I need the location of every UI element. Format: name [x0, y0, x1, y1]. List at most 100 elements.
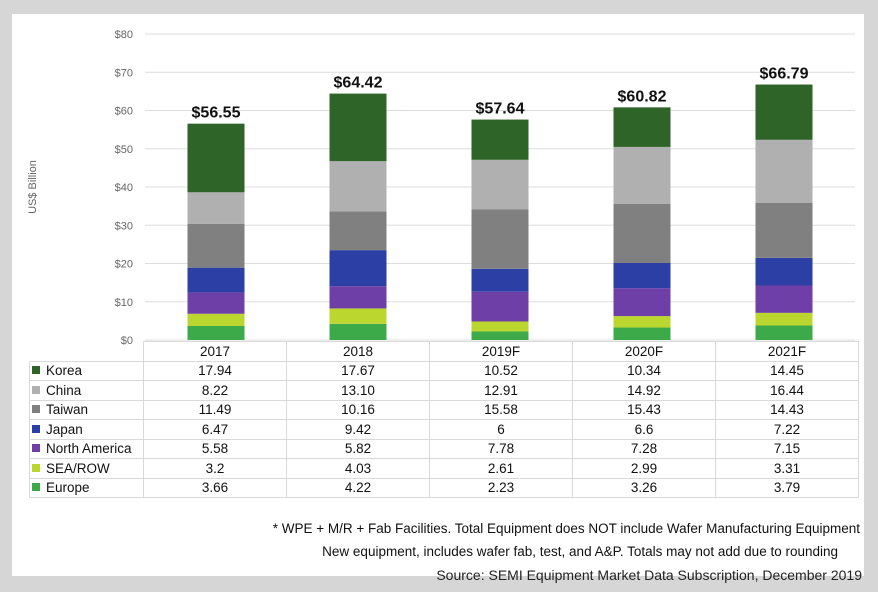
table-cell: 10.16 [286, 399, 430, 420]
bar-segment [187, 223, 245, 268]
table-cell: 16.44 [715, 380, 859, 401]
bar-segment [613, 263, 671, 289]
legend-swatch [32, 444, 40, 453]
y-tick-label: $60 [115, 106, 133, 118]
bar-segment [187, 313, 245, 327]
labels: $56.55 $64.42 $57.64 $60.82 $66.79 [192, 66, 809, 122]
table-category-header: 2019F [429, 341, 573, 362]
table-category-header: 2021F [715, 341, 859, 362]
bar-segment [755, 285, 813, 313]
table-cell: 7.22 [715, 419, 859, 440]
bar-segment [471, 159, 529, 210]
table-cell: 3.26 [572, 477, 716, 498]
y-tick-label: $20 [115, 259, 133, 271]
legend-label: China [46, 382, 82, 398]
bar-total-label: $64.42 [334, 75, 383, 92]
table-cell: 17.94 [143, 360, 287, 381]
bar-segment [613, 327, 671, 340]
table-cell: 12.91 [429, 380, 573, 401]
bar-segment [329, 161, 387, 212]
table-cell: 13.10 [286, 380, 430, 401]
table-cell: 6.47 [143, 419, 287, 440]
table-row: Europe 3.66 4.22 2.23 3.26 3.79 [29, 477, 859, 498]
table-cell: 4.22 [286, 477, 430, 498]
bar-segment [471, 321, 529, 332]
bar-segment [613, 288, 671, 317]
legend-swatch [32, 463, 40, 472]
bar-segment [471, 209, 529, 269]
legend-label: Korea [46, 363, 83, 379]
bar-segment [329, 250, 387, 287]
bar-segment [471, 291, 529, 322]
legend-label: SEA/ROW [46, 460, 110, 476]
table-cell: 7.15 [715, 438, 859, 459]
table-cell: 4.03 [286, 458, 430, 479]
bars [187, 84, 813, 340]
bar-segment [187, 192, 245, 224]
table-category-header: 2020F [572, 341, 716, 362]
bar-segment [187, 326, 245, 340]
table-cell: 14.92 [572, 380, 716, 401]
table-header-row: 2017 2018 2019F 2020F 2021F [29, 341, 859, 362]
table-cell: 10.34 [572, 360, 716, 381]
bar-segment [471, 268, 529, 292]
legend-label: Europe [46, 480, 90, 496]
bar-segment [329, 286, 387, 309]
table-row: North America 5.58 5.82 7.78 7.28 7.15 [29, 438, 859, 459]
bar-segment [755, 139, 813, 203]
y-tick-label: $50 [115, 144, 133, 156]
bar-segment [329, 323, 387, 340]
bar-segment [187, 123, 245, 193]
table-cell: 5.58 [143, 438, 287, 459]
legend-swatch [32, 424, 40, 433]
table-cell: 6 [429, 419, 573, 440]
table-cell: 7.28 [572, 438, 716, 459]
bar-segment [471, 119, 529, 160]
legend-label: Taiwan [46, 402, 89, 418]
table-category-header: 2018 [286, 341, 430, 362]
table-row: Japan 6.47 9.42 6 6.6 7.22 [29, 419, 859, 440]
table-cell: 15.43 [572, 399, 716, 420]
table-cell: 2.99 [572, 458, 716, 479]
bar-total-label: $60.82 [618, 88, 667, 105]
table-corner [29, 341, 144, 361]
bar-segment [329, 93, 387, 162]
bar-segment [329, 211, 387, 251]
bar-segment [471, 331, 529, 340]
table-cell: 17.67 [286, 360, 430, 381]
table-cell: 2.61 [429, 458, 573, 479]
table-cell: 8.22 [143, 380, 287, 401]
bar-segment [755, 257, 813, 286]
bar-segment [613, 146, 671, 204]
table-cell: 3.2 [143, 458, 287, 479]
table-row: Taiwan 11.49 10.16 15.58 15.43 14.43 [29, 399, 859, 420]
table-row: SEA/ROW 3.2 4.03 2.61 2.99 3.31 [29, 458, 859, 479]
source-note: Source: SEMI Equipment Market Data Subsc… [436, 567, 862, 583]
table-row: China 8.22 13.10 12.91 14.92 16.44 [29, 380, 859, 401]
bar-segment [187, 292, 245, 314]
table-cell: 5.82 [286, 438, 430, 459]
y-tick-label: $30 [115, 220, 133, 232]
table-cell: 15.58 [429, 399, 573, 420]
table-cell: 14.43 [715, 399, 859, 420]
bar-segment [613, 203, 671, 264]
bar-segment [329, 308, 387, 324]
bar-segment [755, 312, 813, 326]
bar-total-label: $56.55 [192, 105, 241, 122]
bar-segment [755, 202, 813, 258]
table-row: Korea 17.94 17.67 10.52 10.34 14.45 [29, 360, 859, 381]
stacked-bar-chart: $0$10$20$30$40$50$60$70$80 $56.55$64.42$… [27, 29, 855, 347]
y-axis-label: US$ Billion [27, 160, 39, 214]
bar-segment [755, 84, 813, 140]
bar-segment [613, 316, 671, 328]
footnote-1: * WPE + M/R + Fab Facilities. Total Equi… [272, 521, 860, 536]
table-cell: 2.23 [429, 477, 573, 498]
legend-entry: Japan [29, 419, 144, 440]
bar-segment [755, 325, 813, 340]
legend-entry: Taiwan [29, 399, 144, 420]
legend-entry: China [29, 380, 144, 401]
legend-swatch [32, 483, 40, 492]
table-cell: 3.79 [715, 477, 859, 498]
legend-entry: SEA/ROW [29, 458, 144, 479]
table-cell: 9.42 [286, 419, 430, 440]
